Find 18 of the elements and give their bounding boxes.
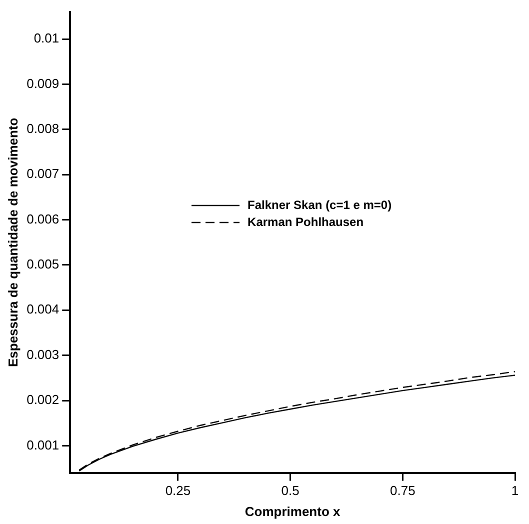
y-tick-label: 0.006	[26, 211, 60, 226]
y-tick-label: 0.004	[26, 302, 60, 317]
x-axis-title: Comprimento x	[244, 504, 342, 519]
y-tick-label: 0.009	[26, 76, 60, 91]
y-tick-label: 0.005	[26, 256, 60, 272]
y-axis-title: Espessura de quantidade de movimento	[5, 118, 20, 368]
y-tick-label: 0.01	[34, 30, 60, 46]
x-tick-label: 0.5	[281, 483, 300, 498]
y-tick-label: 0.002	[26, 392, 60, 408]
x-tick-label: 1	[511, 483, 519, 498]
x-tick-label: 0.25	[165, 483, 191, 498]
legend-label: Falkner Skan (c=1 e m=0)	[248, 198, 392, 212]
y-tick-label: 0.001	[26, 437, 60, 452]
legend-label: Karman Pohlhausen	[248, 214, 364, 229]
y-tick-label: 0.007	[26, 166, 60, 182]
x-tick-label: 0.75	[390, 483, 416, 498]
y-tick-label: 0.003	[26, 346, 60, 362]
y-tick-label: 0.008	[26, 121, 60, 136]
